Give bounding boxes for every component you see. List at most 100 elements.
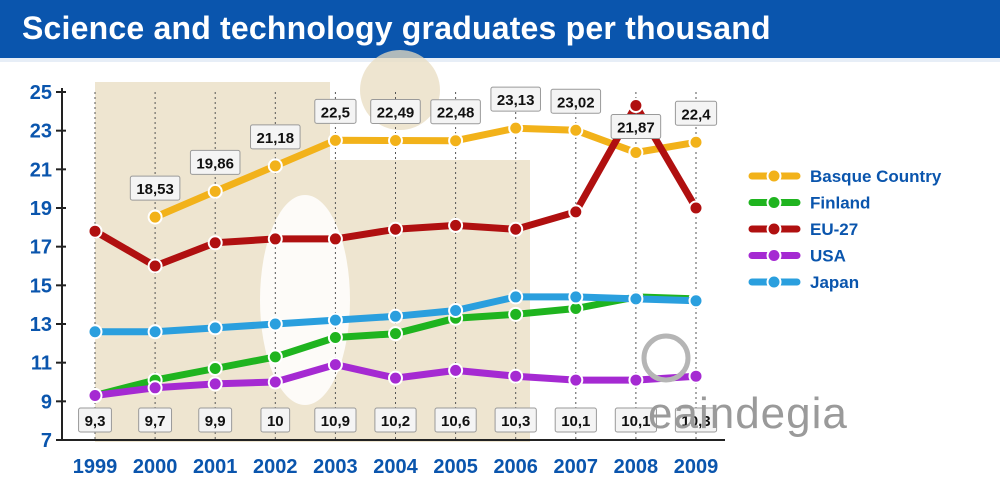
- legend-label: USA: [810, 247, 846, 266]
- data-point: [207, 360, 223, 376]
- data-point: [388, 133, 403, 149]
- data-label-box: [78, 407, 112, 433]
- data-label-box: [314, 407, 357, 433]
- data-label-group: 22,4: [674, 100, 718, 126]
- data-label-box: [129, 175, 181, 201]
- data-label-box: [674, 100, 718, 126]
- data-point: [448, 217, 464, 233]
- series-line: [151, 124, 700, 221]
- x-tick-label: 2004: [373, 456, 418, 478]
- y-tick-label: 7: [41, 430, 52, 452]
- data-point: [207, 183, 223, 199]
- data-label-group: 22,48: [430, 99, 481, 125]
- x-tick-label: 2009: [674, 456, 719, 478]
- data-label-box: [370, 99, 421, 125]
- legend-label: Japan: [810, 273, 859, 292]
- data-label-group: 18,53: [129, 175, 181, 201]
- chart-title: Science and technology graduates per tho…: [22, 10, 771, 46]
- data-label-box: [314, 98, 357, 124]
- data-label-box: [374, 407, 417, 433]
- data-point: [147, 258, 163, 274]
- data-label-box: [550, 88, 602, 114]
- y-tick-label: 23: [30, 121, 52, 143]
- data-label: 10,6: [441, 413, 470, 430]
- data-point: [87, 388, 103, 404]
- legend-marker: [766, 221, 782, 237]
- data-point: [688, 134, 704, 150]
- data-point: [87, 324, 103, 340]
- y-tick-label: 17: [30, 237, 52, 259]
- legend-label: EU-27: [810, 220, 858, 239]
- data-label-group: 19,86: [189, 149, 241, 175]
- data-label-group: 10: [260, 407, 291, 433]
- data-point: [628, 291, 644, 307]
- data-point: [688, 293, 704, 309]
- data-label-group: 21,18: [250, 124, 301, 150]
- title-bar: Science and technology graduates per tho…: [0, 0, 1000, 62]
- x-tick-label: 2001: [193, 456, 238, 478]
- data-label: 10: [267, 413, 284, 430]
- legend-marker: [766, 168, 782, 184]
- data-label-group: 10,1: [614, 407, 658, 433]
- data-point: [508, 306, 524, 322]
- data-label: 10,3: [681, 413, 710, 430]
- data-label-group: 10,2: [374, 407, 417, 433]
- data-point: [327, 312, 343, 328]
- data-label-group: 10,1: [554, 407, 597, 433]
- data-label: 9,9: [205, 413, 226, 430]
- data-label-group: 10,3: [494, 407, 537, 433]
- x-tick-label: 2007: [554, 456, 599, 478]
- x-tick-label: 2000: [133, 456, 178, 478]
- data-point: [508, 221, 524, 237]
- data-point: [147, 324, 163, 340]
- data-label-group: 10,3: [674, 407, 718, 433]
- data-labels: 18,53 19,86 21,18 22,5 22,49 22,48 23,13 23,02 2…: [78, 86, 718, 433]
- data-label: 22,5: [321, 104, 350, 121]
- brand-logo-icon: [641, 333, 691, 383]
- data-label: 21,18: [257, 130, 295, 147]
- data-label-group: 21,87: [610, 114, 662, 140]
- legend-marker: [766, 195, 782, 210]
- data-point: [207, 235, 223, 251]
- data-label-box: [250, 124, 301, 150]
- data-label-group: 23,02: [550, 88, 602, 114]
- data-label: 10,3: [501, 413, 530, 430]
- data-point: [147, 380, 163, 396]
- data-point: [448, 133, 464, 149]
- data-label-group: 10,9: [314, 407, 357, 433]
- data-label-group: 9,3: [78, 407, 112, 433]
- data-point: [688, 200, 704, 216]
- y-tick-label: 21: [30, 159, 52, 181]
- data-label-group: 9,7: [138, 407, 173, 433]
- data-label: 9,7: [145, 413, 166, 430]
- data-point: [568, 289, 584, 305]
- data-point: [508, 368, 524, 384]
- legend-marker: [766, 248, 782, 263]
- data-label-group: 22,49: [370, 99, 421, 125]
- legend-label: Finland: [810, 194, 870, 213]
- data-point: [147, 209, 163, 225]
- y-tick-label: 25: [30, 82, 52, 104]
- data-label-box: [138, 407, 173, 433]
- data-point: [327, 357, 343, 373]
- data-label-box: [674, 407, 718, 433]
- title-underline: [0, 58, 1000, 62]
- data-label: 23,13: [497, 92, 535, 109]
- brand-watermark: eaindegia: [641, 333, 847, 438]
- data-point: [207, 376, 223, 392]
- data-point: [388, 370, 403, 386]
- data-point: [267, 374, 283, 390]
- data-label-group: 10,6: [434, 407, 477, 433]
- y-tick-label: 15: [30, 275, 52, 297]
- data-point: [568, 372, 584, 388]
- data-label: 10,2: [381, 413, 410, 430]
- data-label-box: [198, 407, 233, 433]
- x-tick-label: 2003: [313, 456, 358, 478]
- data-label-group: 23,13: [490, 86, 541, 112]
- data-point: [388, 308, 403, 324]
- data-label: 23,02: [557, 94, 595, 111]
- x-tick-label: 2006: [493, 456, 538, 478]
- data-label-group: 9,9: [198, 407, 233, 433]
- data-point: [568, 122, 584, 138]
